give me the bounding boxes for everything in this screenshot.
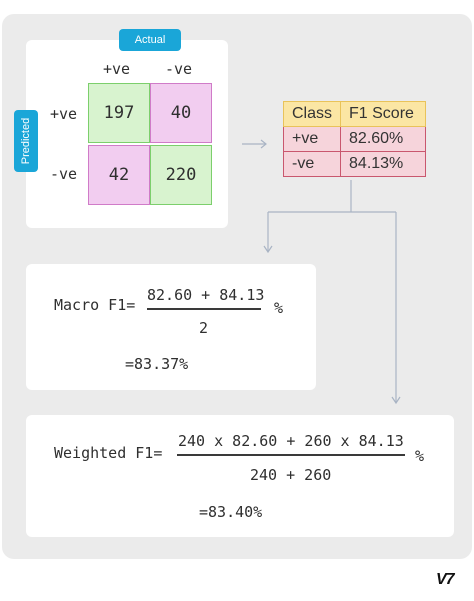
macro-f1-result: =83.37%: [125, 355, 189, 373]
right-arrow-icon: [242, 139, 267, 149]
column-label-positive: +ve: [103, 60, 131, 78]
row-class-negative: -ve: [282, 151, 342, 177]
predicted-label: Predicted: [14, 110, 38, 172]
actual-label: Actual: [119, 29, 181, 51]
predicted-label-text: Predicted: [20, 117, 33, 165]
row-score-negative: 84.13%: [340, 151, 427, 177]
macro-f1-numerator: 82.60 + 84.13: [147, 286, 265, 304]
cell-false-positive: 42: [88, 145, 150, 205]
macro-f1-fraction-line: [147, 308, 261, 310]
column-label-negative: -ve: [165, 60, 193, 78]
header-class: Class: [282, 101, 342, 127]
macro-f1-denominator: 2: [199, 319, 209, 337]
macro-f1-label: Macro F1=: [54, 296, 136, 314]
f1-score-table: Class F1 Score +ve 82.60% -ve 84.13%: [282, 101, 427, 177]
weighted-f1-numerator: 240 x 82.60 + 260 x 84.13: [178, 432, 404, 450]
row-label-positive: +ve: [50, 105, 78, 123]
row-class-positive: +ve: [282, 126, 342, 152]
weighted-f1-denominator: 240 + 260: [250, 466, 332, 484]
macro-f1-unit: %: [274, 299, 284, 317]
f1-table-row: -ve 84.13%: [282, 151, 427, 177]
cell-false-negative: 40: [150, 83, 212, 143]
header-f1-score: F1 Score: [340, 101, 427, 127]
weighted-f1-fraction-line: [177, 454, 405, 456]
weighted-f1-label: Weighted F1=: [54, 444, 163, 462]
f1-table-header: Class F1 Score: [282, 101, 427, 127]
weighted-f1-result: =83.40%: [199, 503, 263, 521]
v7-logo: V7: [436, 571, 455, 588]
row-label-negative: -ve: [50, 165, 78, 183]
macro-f1-card: [26, 264, 316, 390]
weighted-f1-unit: %: [415, 447, 425, 465]
cell-true-positive: 197: [88, 83, 150, 143]
cell-true-negative: 220: [150, 145, 212, 205]
f1-table-row: +ve 82.60%: [282, 126, 427, 152]
row-score-positive: 82.60%: [340, 126, 427, 152]
weighted-f1-card: [26, 415, 454, 537]
